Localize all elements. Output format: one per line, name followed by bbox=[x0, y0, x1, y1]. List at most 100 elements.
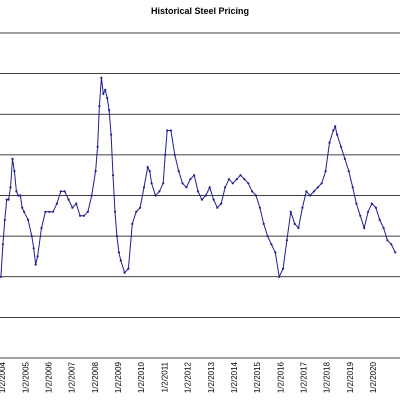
data-point bbox=[208, 186, 211, 189]
x-tick-label: 1/2/2020 bbox=[369, 361, 378, 393]
data-point bbox=[148, 170, 151, 173]
data-point bbox=[67, 198, 70, 201]
data-point bbox=[135, 210, 138, 213]
data-point bbox=[355, 202, 358, 205]
data-point bbox=[7, 198, 10, 201]
data-point bbox=[351, 186, 354, 189]
data-point bbox=[115, 235, 118, 238]
data-point bbox=[154, 194, 157, 197]
x-tick-label: 1/2/2013 bbox=[207, 361, 216, 393]
data-point bbox=[339, 145, 343, 148]
data-point bbox=[17, 194, 20, 197]
data-point bbox=[102, 92, 105, 95]
data-point bbox=[111, 174, 115, 177]
data-point bbox=[21, 206, 24, 209]
data-point bbox=[0, 275, 2, 278]
data-point bbox=[227, 178, 231, 181]
data-point bbox=[359, 214, 362, 217]
data-point bbox=[367, 210, 370, 213]
x-tick-label: 1/2/2016 bbox=[276, 361, 285, 393]
data-point bbox=[82, 214, 85, 217]
data-point bbox=[293, 222, 296, 225]
data-point bbox=[23, 210, 26, 213]
data-point bbox=[247, 182, 250, 185]
data-point bbox=[5, 198, 8, 201]
data-point bbox=[289, 210, 292, 213]
data-point bbox=[104, 88, 107, 91]
data-point bbox=[251, 190, 254, 193]
data-point bbox=[15, 190, 18, 193]
data-point bbox=[59, 190, 62, 193]
data-point bbox=[328, 141, 331, 144]
data-point bbox=[146, 166, 149, 169]
data-point bbox=[169, 129, 172, 132]
data-point bbox=[262, 222, 265, 225]
data-point bbox=[94, 170, 97, 173]
data-point bbox=[231, 182, 234, 185]
data-point bbox=[282, 267, 285, 270]
data-point bbox=[334, 125, 337, 128]
x-tick-label: 1/2/2015 bbox=[253, 361, 262, 393]
data-point bbox=[212, 198, 215, 201]
data-point bbox=[117, 251, 120, 254]
series-layer bbox=[0, 76, 397, 279]
data-point bbox=[177, 170, 180, 173]
data-point bbox=[9, 186, 12, 189]
data-point bbox=[96, 145, 99, 148]
data-point bbox=[13, 170, 16, 173]
data-point bbox=[63, 190, 66, 193]
data-point bbox=[216, 206, 219, 209]
data-point bbox=[386, 239, 389, 242]
data-point bbox=[86, 210, 89, 213]
data-point bbox=[27, 218, 30, 221]
data-point bbox=[196, 190, 200, 193]
data-point bbox=[142, 186, 146, 189]
data-point bbox=[32, 247, 35, 250]
data-point bbox=[239, 174, 242, 177]
data-point bbox=[3, 218, 6, 221]
series-line bbox=[0, 77, 396, 279]
x-tick-label: 1/2/2019 bbox=[346, 361, 355, 393]
data-point bbox=[127, 267, 130, 270]
data-point bbox=[166, 129, 169, 132]
data-point bbox=[278, 275, 281, 278]
data-point bbox=[336, 133, 339, 136]
data-point bbox=[34, 263, 37, 266]
data-point bbox=[71, 206, 74, 209]
data-point bbox=[30, 235, 33, 238]
data-point bbox=[394, 251, 397, 254]
data-point bbox=[51, 210, 55, 213]
data-point bbox=[185, 186, 188, 189]
data-point bbox=[254, 194, 258, 197]
data-point bbox=[374, 206, 377, 209]
data-point bbox=[181, 182, 184, 185]
data-point bbox=[301, 206, 304, 209]
data-point bbox=[343, 157, 346, 160]
data-point bbox=[98, 105, 101, 108]
data-point bbox=[119, 259, 122, 262]
data-point bbox=[75, 202, 78, 205]
x-tick-label: 1/2/2008 bbox=[91, 361, 100, 393]
chart-title: Historical Steel Pricing bbox=[151, 6, 249, 16]
data-point bbox=[220, 202, 223, 205]
data-point bbox=[1, 243, 4, 246]
data-point bbox=[270, 243, 273, 246]
data-point bbox=[44, 210, 47, 213]
data-point bbox=[106, 96, 109, 100]
data-point bbox=[150, 182, 153, 185]
data-point bbox=[193, 174, 196, 177]
data-point bbox=[131, 222, 134, 225]
data-point bbox=[100, 76, 103, 79]
x-tick-label: 1/2/2007 bbox=[68, 361, 77, 393]
x-tick-label: 1/2/2010 bbox=[137, 361, 146, 393]
x-tick-label: 1/2/2011 bbox=[160, 361, 169, 392]
data-point bbox=[110, 133, 113, 136]
data-point bbox=[316, 186, 319, 189]
data-point bbox=[162, 182, 165, 185]
data-point bbox=[312, 190, 316, 193]
data-point bbox=[90, 194, 93, 197]
data-point bbox=[297, 226, 300, 230]
data-point bbox=[320, 182, 323, 185]
x-tick-label: 1/2/2004 bbox=[0, 361, 7, 393]
x-tick-label: 1/2/2014 bbox=[230, 361, 239, 393]
